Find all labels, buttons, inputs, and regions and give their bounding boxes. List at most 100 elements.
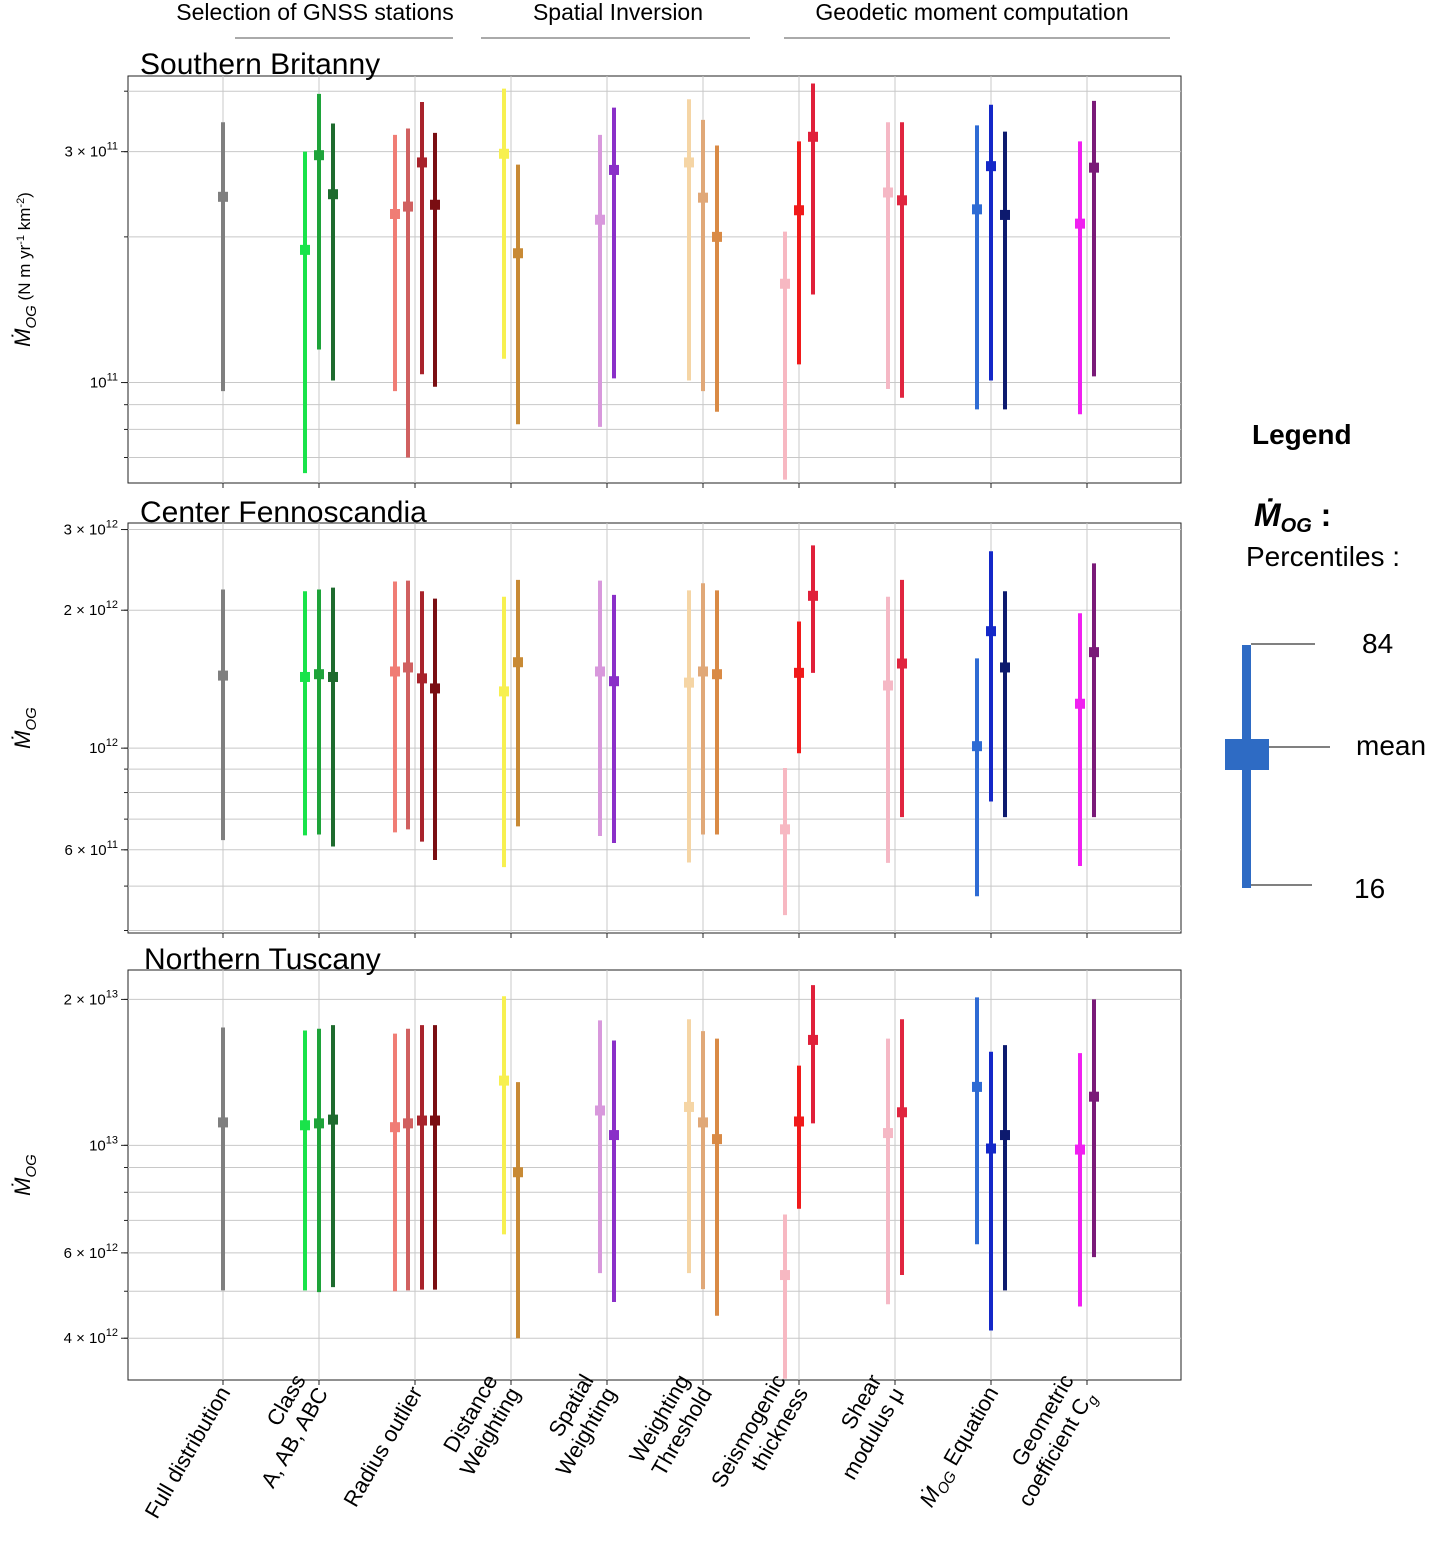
errorbar-mean-marker [314,669,324,680]
section-header-3: Geodetic moment computation [815,0,1128,25]
errorbar-mean-marker [712,1134,722,1145]
x-tick-label: ṀOG Equation [914,1382,1006,1513]
errorbar-mean-marker [417,673,427,684]
errorbar-mean-marker [1075,1144,1085,1155]
section-header-2: Spatial Inversion [533,0,703,25]
errorbar-mean-marker [403,201,413,212]
errorbar-mean-marker [712,231,722,242]
errorbar-mean-marker [218,1117,228,1128]
errorbar-mean-marker [1075,218,1085,229]
errorbar-mean-marker [609,164,619,175]
errorbar-mean-marker [883,187,893,198]
errorbar-mean-marker [430,199,440,210]
errorbar-mean-marker [972,204,982,215]
legend-label-16: 16 [1354,873,1385,904]
errorbar-mean-marker [328,671,338,682]
errorbar-mean-marker [883,1128,893,1139]
errorbar-mean-marker [883,680,893,691]
errorbar-mean-marker [808,131,818,142]
y-tick-label: 1013 [89,1134,118,1154]
errorbar-mean-marker [513,1167,523,1178]
panel-title: Northern Tuscany [144,943,381,976]
errorbar-mean-marker [780,278,790,289]
x-tick-label: SpatialWeighting [528,1370,621,1480]
x-tick-label: ClassA, AB, ABC [233,1370,333,1492]
plot-frame [127,969,1182,1381]
panel-title: Southern Britanny [140,48,380,81]
x-tick-label: DistanceWeighting [432,1370,525,1480]
errorbar-mean-marker [712,669,722,680]
errorbar-mean-marker [1089,162,1099,173]
errorbar-mean-marker [794,205,804,216]
errorbar-mean-marker [390,666,400,677]
errorbar-mean-marker [513,248,523,259]
errorbar-mean-marker [1000,209,1010,220]
errorbar-mean-marker [595,214,605,225]
errorbar-mean-marker [300,671,310,682]
errorbar-mean-marker [403,662,413,673]
panel-3: 2 × 1013 1013 6 × 1012 4 × 1012 Northern Tus… [10,943,1182,1385]
y-tick-label: 2 × 1012 [64,599,118,619]
legend-label-84: 84 [1362,628,1393,659]
errorbar-mean-marker [403,1118,413,1129]
y-tick-label: 2 × 1013 [64,988,118,1008]
errorbar-mean-marker [794,1116,804,1127]
legend-title: Legend [1252,419,1352,450]
errorbar-mean-marker [1000,1130,1010,1141]
errorbar-mean-marker [430,1115,440,1126]
y-axis-label: ṀOG [10,707,40,749]
errorbar-mean-marker [390,1122,400,1133]
errorbar-mean-marker [314,1118,324,1129]
errorbar-mean-marker [986,161,996,172]
errorbar-mean-marker [595,666,605,677]
errorbar-mean-marker [417,157,427,168]
plot-frame [127,522,1182,934]
errorbar-mean-marker [430,683,440,694]
errorbar-mean-marker [684,677,694,688]
y-axis-label: ṀOG [10,1154,40,1196]
y-tick-label: 6 × 1011 [64,839,118,859]
errorbar-mean-marker [499,1075,509,1086]
errorbar-mean-marker [897,1107,907,1118]
x-tick-label: Geometriccoefficient Cg [990,1370,1104,1513]
errorbar-mean-marker [698,666,708,677]
y-tick-label: 6 × 1012 [64,1242,118,1262]
y-tick-label: 1012 [89,737,118,757]
errorbar-mean-marker [986,1143,996,1154]
errorbar-mean-marker [1089,1091,1099,1102]
legend-mean-marker [1225,739,1269,770]
errorbar-mean-marker [897,195,907,206]
errorbar-mean-marker [897,658,907,669]
errorbar-mean-marker [780,824,790,835]
errorbar-mean-marker [1075,698,1085,709]
errorbar-mean-marker [609,1130,619,1141]
errorbar-mean-marker [609,676,619,687]
legend-symbol: ṀOG : [1254,497,1331,537]
errorbar-mean-marker [684,1101,694,1112]
errorbar-mean-marker [314,150,324,161]
errorbar-mean-marker [499,686,509,697]
legend-label-mean: mean [1356,730,1426,761]
errorbar-mean-marker [328,1114,338,1125]
panel-2: 3 × 1012 2 × 1012 1012 6 × 1011 Center Fenno… [10,496,1182,938]
errorbar-mean-marker [499,148,509,159]
errorbar-mean-marker [698,192,708,203]
errorbar-mean-marker [972,1081,982,1092]
plot-frame [127,75,1182,484]
errorbar-mean-marker [1000,662,1010,673]
x-tick-label: Seismogenicthickness [706,1370,813,1505]
errorbar-mean-marker [390,208,400,219]
errorbar-mean-marker [218,670,228,681]
y-tick-label: 1011 [90,372,118,392]
errorbar-mean-marker [780,1270,790,1281]
errorbar-mean-marker [698,1117,708,1128]
x-tick-label: Shearmodulus μ [814,1370,909,1484]
errorbar-mean-marker [794,667,804,678]
legend-percentiles-label: Percentiles : [1246,541,1400,572]
errorbar-mean-marker [986,626,996,637]
errorbar-mean-marker [300,1120,310,1131]
errorbar-mean-marker [513,657,523,668]
errorbar-mean-marker [218,191,228,202]
errorbar-mean-marker [808,1034,818,1045]
